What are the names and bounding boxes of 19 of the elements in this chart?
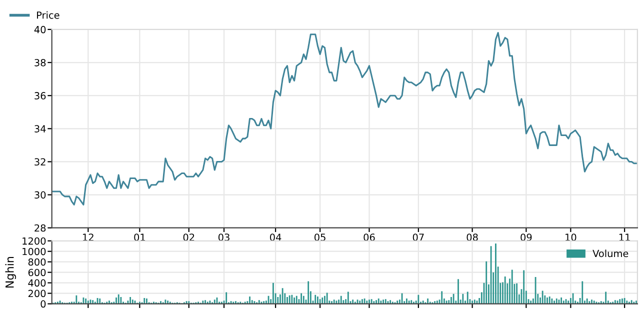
x-tick-label: 04 [270, 234, 282, 241]
y-tick-label: 400 [28, 279, 46, 287]
y-tick-label: 800 [28, 258, 46, 266]
y-tick-label: 1200 [22, 237, 46, 245]
y-tick-label: 28 [34, 224, 46, 232]
y-tick-label: 32 [34, 158, 46, 166]
legend-label: Price [37, 11, 60, 19]
y-tick-label: 36 [34, 92, 46, 100]
y-tick-label: 0 [40, 300, 46, 308]
y-axis-title: Nghin [5, 257, 16, 288]
legend-label: Volume [592, 250, 628, 258]
y-tick-label: 600 [28, 268, 46, 276]
y-tick-label: 34 [34, 125, 46, 132]
y-tick-label: 200 [28, 290, 46, 298]
y-tick-label: 40 [34, 26, 46, 34]
y-tick-label: 30 [34, 191, 46, 199]
x-tick-label: 07 [412, 234, 424, 241]
y-tick-label: 1000 [22, 248, 46, 256]
y-tick-label: 38 [34, 58, 46, 66]
